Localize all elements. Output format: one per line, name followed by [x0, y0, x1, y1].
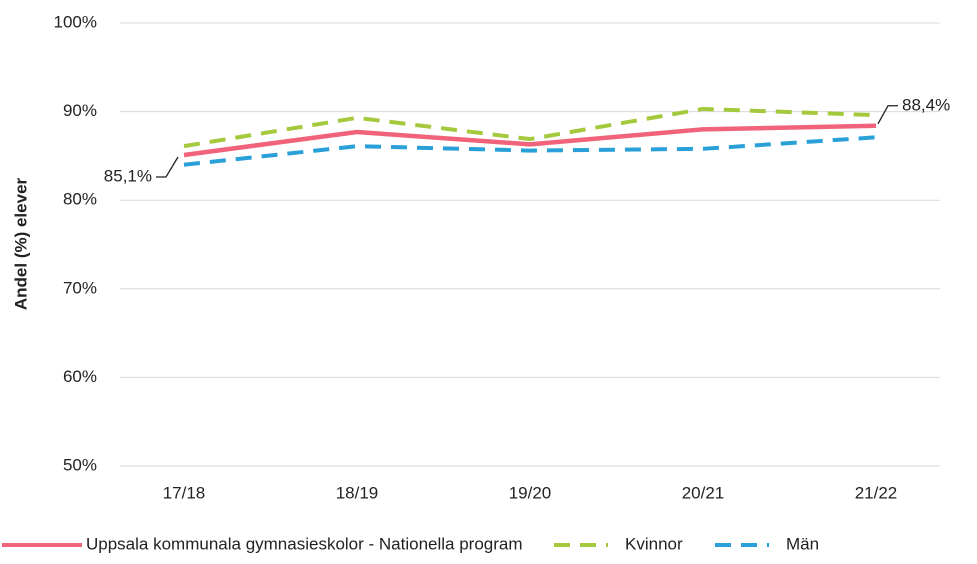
legend-label: Kvinnor [625, 534, 683, 553]
series-line [183, 135, 877, 167]
leader-line [156, 156, 179, 178]
x-tick-label: 18/19 [336, 483, 379, 502]
legend-label: Män [786, 534, 819, 553]
y-tick-label: 50% [63, 455, 97, 474]
y-tick-label: 100% [54, 12, 97, 31]
y-tick-label: 80% [63, 190, 97, 209]
series-line [183, 123, 877, 158]
data-label: 88,4% [902, 95, 950, 114]
x-tick-label: 21/22 [855, 483, 898, 502]
y-tick-label: 90% [63, 101, 97, 120]
y-axis-label: Andel (%) elever [11, 177, 30, 310]
series-line [183, 106, 877, 149]
leader-line [877, 105, 898, 125]
data-label: 85,1% [104, 166, 152, 185]
x-tick-label: 19/20 [509, 483, 552, 502]
y-tick-label: 60% [63, 367, 97, 386]
x-tick-label: 20/21 [682, 483, 725, 502]
legend-label: Uppsala kommunala gymnasieskolor - Natio… [86, 534, 523, 553]
y-tick-label: 70% [63, 278, 97, 297]
x-tick-label: 17/18 [163, 483, 206, 502]
